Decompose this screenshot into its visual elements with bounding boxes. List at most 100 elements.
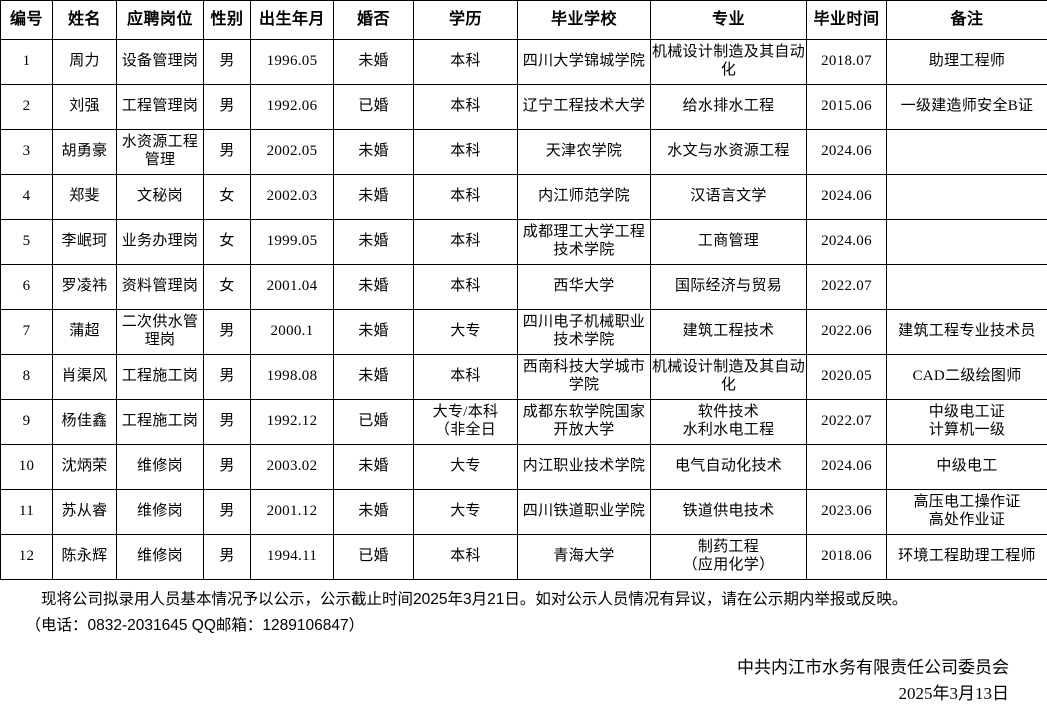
- cell-position: 维修岗: [117, 535, 204, 580]
- table-header-row: 编号 姓名 应聘岗位 性别 出生年月 婚否 学历 毕业学校 专业 毕业时间 备注: [1, 1, 1047, 40]
- cell-major: 给水排水工程: [651, 85, 807, 130]
- cell-birthdate: 1996.05: [251, 40, 334, 85]
- cell-marital: 未婚: [334, 220, 414, 265]
- table-row: 9 杨佳鑫 工程施工岗 男 1992.12 已婚 大专/本科 （非全日 成都东软…: [1, 400, 1047, 445]
- cell-school: 四川铁道职业学院: [518, 490, 651, 535]
- cell-education: 本科: [414, 355, 518, 400]
- cell-name: 李岷珂: [53, 220, 117, 265]
- table-row: 11 苏从睿 维修岗 男 2001.12 未婚 大专 四川铁道职业学院 铁道供电…: [1, 490, 1047, 535]
- cell-gender: 女: [204, 175, 251, 220]
- cell-school: 四川大学锦城学院: [518, 40, 651, 85]
- cell-gender: 男: [204, 445, 251, 490]
- cell-position: 工程管理岗: [117, 85, 204, 130]
- cell-education: 本科: [414, 220, 518, 265]
- cell-graddate: 2022.07: [807, 265, 887, 310]
- cell-number: 5: [1, 220, 53, 265]
- cell-graddate: 2018.07: [807, 40, 887, 85]
- cell-birthdate: 2001.12: [251, 490, 334, 535]
- cell-major: 机械设计制造及其自动化: [651, 355, 807, 400]
- column-header-education: 学历: [414, 1, 518, 40]
- cell-education: 本科: [414, 130, 518, 175]
- cell-graddate: 2020.05: [807, 355, 887, 400]
- cell-gender: 男: [204, 535, 251, 580]
- cell-number: 4: [1, 175, 53, 220]
- cell-school: 内江职业技术学院: [518, 445, 651, 490]
- cell-school: 四川电子机械职业技术学院: [518, 310, 651, 355]
- cell-gender: 男: [204, 355, 251, 400]
- column-header-number: 编号: [1, 1, 53, 40]
- cell-number: 1: [1, 40, 53, 85]
- cell-gender: 女: [204, 265, 251, 310]
- cell-name: 杨佳鑫: [53, 400, 117, 445]
- cell-marital: 未婚: [334, 445, 414, 490]
- issuing-organization: 中共内江市水务有限责任公司委员会: [10, 655, 1009, 681]
- cell-remarks: 一级建造师安全B证: [887, 85, 1047, 130]
- table-row: 5 李岷珂 业务办理岗 女 1999.05 未婚 本科 成都理工大学工程技术学院…: [1, 220, 1047, 265]
- cell-education: 大专: [414, 490, 518, 535]
- cell-marital: 未婚: [334, 175, 414, 220]
- cell-birthdate: 2002.03: [251, 175, 334, 220]
- column-header-graddate: 毕业时间: [807, 1, 887, 40]
- cell-graddate: 2024.06: [807, 445, 887, 490]
- table-row: 8 肖渠风 工程施工岗 男 1998.08 未婚 本科 西南科技大学城市学院 机…: [1, 355, 1047, 400]
- cell-remarks: 建筑工程专业技术员: [887, 310, 1047, 355]
- cell-marital: 未婚: [334, 265, 414, 310]
- candidate-roster-table: 编号 姓名 应聘岗位 性别 出生年月 婚否 学历 毕业学校 专业 毕业时间 备注…: [0, 0, 1047, 580]
- cell-position: 维修岗: [117, 445, 204, 490]
- cell-school: 西华大学: [518, 265, 651, 310]
- cell-remarks: 环境工程助理工程师: [887, 535, 1047, 580]
- cell-name: 罗凌祎: [53, 265, 117, 310]
- cell-number: 11: [1, 490, 53, 535]
- cell-education: 大专: [414, 445, 518, 490]
- cell-birthdate: 1999.05: [251, 220, 334, 265]
- cell-birthdate: 2001.04: [251, 265, 334, 310]
- column-header-gender: 性别: [204, 1, 251, 40]
- cell-position: 水资源工程管理: [117, 130, 204, 175]
- cell-education: 大专/本科 （非全日: [414, 400, 518, 445]
- cell-remarks: 中级电工证 计算机一级: [887, 400, 1047, 445]
- cell-marital: 未婚: [334, 130, 414, 175]
- cell-gender: 男: [204, 490, 251, 535]
- cell-graddate: 2015.06: [807, 85, 887, 130]
- cell-major: 工商管理: [651, 220, 807, 265]
- table-row: 10 沈炳荣 维修岗 男 2003.02 未婚 大专 内江职业技术学院 电气自动…: [1, 445, 1047, 490]
- column-header-major: 专业: [651, 1, 807, 40]
- cell-education: 本科: [414, 85, 518, 130]
- column-header-school: 毕业学校: [518, 1, 651, 40]
- column-header-marital: 婚否: [334, 1, 414, 40]
- cell-marital: 未婚: [334, 310, 414, 355]
- cell-major: 国际经济与贸易: [651, 265, 807, 310]
- cell-marital: 已婚: [334, 535, 414, 580]
- cell-birthdate: 1998.08: [251, 355, 334, 400]
- cell-birthdate: 2000.1: [251, 310, 334, 355]
- cell-name: 胡勇豪: [53, 130, 117, 175]
- cell-education: 本科: [414, 535, 518, 580]
- cell-number: 2: [1, 85, 53, 130]
- cell-major: 建筑工程技术: [651, 310, 807, 355]
- cell-gender: 男: [204, 130, 251, 175]
- cell-education: 本科: [414, 265, 518, 310]
- cell-name: 陈永辉: [53, 535, 117, 580]
- cell-position: 工程施工岗: [117, 400, 204, 445]
- cell-position: 维修岗: [117, 490, 204, 535]
- cell-education: 大专: [414, 310, 518, 355]
- cell-marital: 未婚: [334, 490, 414, 535]
- publicity-notice-page: 编号 姓名 应聘岗位 性别 出生年月 婚否 学历 毕业学校 专业 毕业时间 备注…: [0, 0, 1047, 688]
- table-row: 4 郑斐 文秘岗 女 2002.03 未婚 本科 内江师范学院 汉语言文学 20…: [1, 175, 1047, 220]
- cell-marital: 已婚: [334, 85, 414, 130]
- cell-major: 机械设计制造及其自动化: [651, 40, 807, 85]
- cell-birthdate: 1992.12: [251, 400, 334, 445]
- cell-position: 文秘岗: [117, 175, 204, 220]
- cell-major: 软件技术 水利水电工程: [651, 400, 807, 445]
- cell-education: 本科: [414, 40, 518, 85]
- cell-name: 周力: [53, 40, 117, 85]
- footer-section: 现将公司拟录用人员基本情况予以公示，公示截止时间2025年3月21日。如对公示人…: [0, 588, 1047, 707]
- cell-remarks: [887, 265, 1047, 310]
- table-row: 6 罗凌祎 资料管理岗 女 2001.04 未婚 本科 西华大学 国际经济与贸易…: [1, 265, 1047, 310]
- cell-name: 肖渠风: [53, 355, 117, 400]
- cell-remarks: [887, 175, 1047, 220]
- cell-name: 刘强: [53, 85, 117, 130]
- cell-remarks: CAD二级绘图师: [887, 355, 1047, 400]
- cell-school: 辽宁工程技术大学: [518, 85, 651, 130]
- cell-major: 制药工程 （应用化学）: [651, 535, 807, 580]
